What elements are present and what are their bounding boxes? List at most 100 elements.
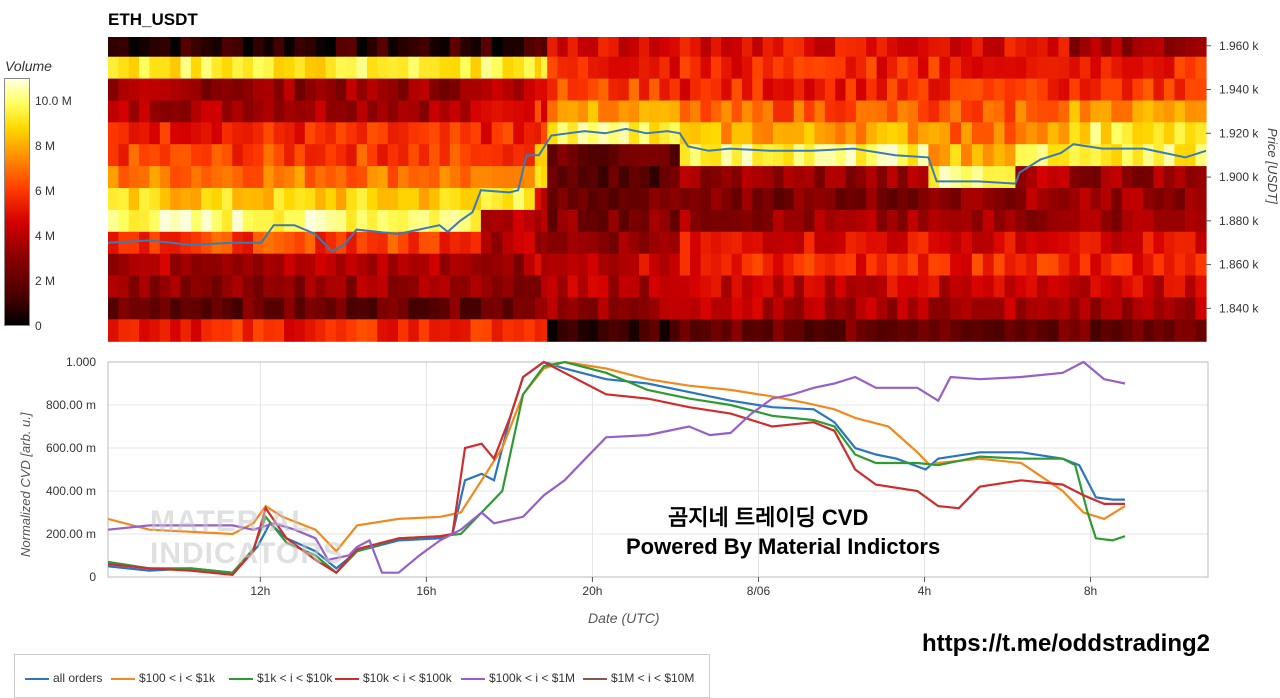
heatmap-cell <box>108 122 119 145</box>
heatmap-cell <box>993 253 1006 277</box>
heatmap-cell <box>439 297 451 320</box>
heatmap-cell <box>294 275 306 298</box>
heatmap-cell <box>721 144 733 167</box>
heatmap-cell <box>1153 56 1165 80</box>
heatmap-cell <box>315 188 327 211</box>
heatmap-cell <box>618 319 630 342</box>
heatmap-cell <box>232 319 244 342</box>
heatmap-cell <box>731 209 743 233</box>
heatmap-cell <box>1047 319 1060 342</box>
heatmap-cell <box>618 100 630 123</box>
heatmap-cell <box>232 56 244 80</box>
heatmap-cell <box>513 37 525 58</box>
legend-item-5[interactable]: $1M < i < $10M <box>583 671 694 685</box>
heatmap-cell <box>721 100 733 123</box>
heatmap-cell <box>783 319 795 342</box>
heatmap-cell <box>710 100 722 123</box>
heatmap-cell <box>294 144 306 167</box>
heatmap-cell <box>502 319 514 342</box>
heatmap-cell <box>253 100 264 123</box>
heatmap-cell <box>804 297 816 320</box>
heatmap-cell <box>201 253 213 277</box>
heatmap-cell <box>731 275 743 298</box>
heatmap-cell <box>628 275 640 298</box>
heatmap-cell <box>470 56 482 80</box>
heatmap-cell <box>639 100 650 123</box>
heatmap-cell <box>118 253 130 277</box>
heatmap-cell <box>1100 100 1112 123</box>
heatmap-cell <box>139 78 151 102</box>
heatmap-cell <box>804 188 816 211</box>
heatmap-cell <box>1015 319 1027 342</box>
heatmap-cell <box>108 209 119 233</box>
cvd-grid <box>107 361 1209 578</box>
heatmap-cell <box>835 78 847 102</box>
legend-item-2[interactable]: $1k < i < $10k <box>229 671 332 685</box>
heatmap-cell <box>513 275 525 298</box>
heatmap-cell <box>993 144 1006 167</box>
heatmap-cell <box>377 100 389 123</box>
heatmap-cell <box>201 144 213 167</box>
heatmap-cell <box>221 37 233 58</box>
heatmap-cell <box>1069 166 1081 189</box>
heatmap-cell <box>480 319 493 342</box>
heatmap-cell <box>1195 166 1207 189</box>
heatmap-cell <box>356 100 368 123</box>
cvd-y-tick-label-2: 600.00 m <box>46 441 96 455</box>
heatmap-cell <box>1142 56 1154 80</box>
heatmap-cell <box>679 275 691 298</box>
heatmap-cell <box>669 188 681 211</box>
heatmap-cell <box>752 319 764 342</box>
heatmap-cell <box>928 253 940 277</box>
heatmap-cell <box>534 319 542 342</box>
heatmap-cell <box>398 231 409 255</box>
heatmap-cell <box>1069 122 1081 145</box>
heatmap-cell <box>1090 188 1102 211</box>
heatmap-cell <box>1047 209 1060 233</box>
heatmap-cell <box>907 297 919 320</box>
heatmap-cell <box>149 56 161 80</box>
heatmap-cell <box>907 37 919 58</box>
heatmap-cell <box>128 275 140 298</box>
heatmap-cell <box>588 100 599 123</box>
heatmap-cell <box>1058 122 1070 145</box>
heatmap-cell <box>159 319 171 342</box>
telegram-link[interactable]: https://t.me/oddstrading2 <box>922 630 1210 657</box>
heatmap-cell <box>480 37 493 58</box>
heatmap-cell <box>762 78 774 102</box>
heatmap-cell <box>159 297 171 320</box>
heatmap-cell <box>907 56 919 80</box>
heatmap-cell <box>1079 144 1091 167</box>
heatmap-cell <box>367 188 378 211</box>
heatmap-cell <box>1026 144 1038 167</box>
heatmap-cell <box>429 122 441 145</box>
heatmap-cell <box>513 297 525 320</box>
heatmap-cell <box>190 37 202 58</box>
heatmap-cell <box>139 319 151 342</box>
heatmap-cell <box>773 144 784 167</box>
heatmap-cell <box>139 209 151 233</box>
heatmap-cell <box>741 37 753 58</box>
legend-item-1[interactable]: $100 < i < $1k <box>111 671 215 685</box>
heatmap-cell <box>159 209 171 233</box>
volume-heatmap[interactable]: 1.960 k1.940 k1.920 k1.900 k1.880 k1.860… <box>108 37 1280 349</box>
heatmap-cell <box>1111 275 1123 298</box>
heatmap-cell <box>1058 297 1070 320</box>
heatmap-cell <box>690 253 702 277</box>
legend-item-4[interactable]: $100k < i < $1M <box>461 671 575 685</box>
heatmap-cell <box>598 78 609 102</box>
heatmap-cell <box>1004 100 1016 123</box>
heatmap-cell <box>1111 78 1123 102</box>
heatmap-cell <box>139 188 151 211</box>
legend-item-0[interactable]: all orders <box>25 671 102 685</box>
heatmap-cell <box>887 100 898 123</box>
heatmap-cell <box>470 275 482 298</box>
heatmap-cell <box>876 275 888 298</box>
heatmap-cell <box>346 188 358 211</box>
price-tick-label-2: 1.920 k <box>1219 126 1259 140</box>
cvd-series <box>107 360 1126 576</box>
legend-item-3[interactable]: $10k < i < $100k <box>335 671 452 685</box>
heatmap-cell <box>263 275 275 298</box>
heatmap-cell <box>773 297 784 320</box>
